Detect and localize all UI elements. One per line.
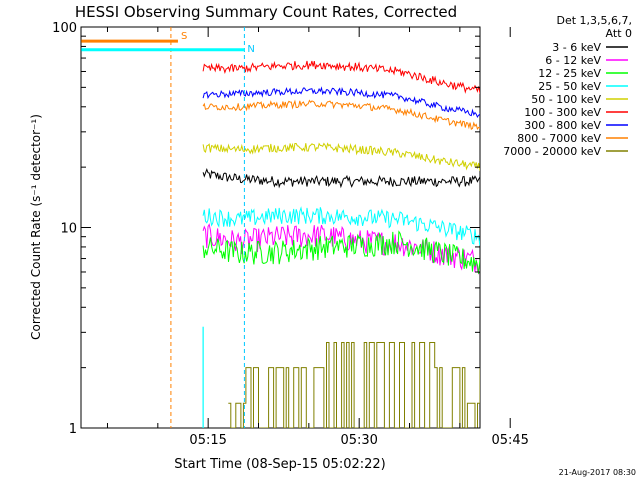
data-layer xyxy=(81,27,480,428)
legend-header-line1: Det 1,3,5,6,7, xyxy=(556,14,632,27)
series-6-12-kev xyxy=(202,223,480,275)
x-axis-label: Start Time (08-Sep-15 05:02:22) xyxy=(174,457,385,472)
footer-date: 21-Aug-2017 08:30 xyxy=(559,468,636,477)
legend-label-0: 3 - 6 keV xyxy=(552,41,601,54)
s-flag-label: S xyxy=(181,31,187,42)
legend-label-8: 7000 - 20000 keV xyxy=(503,145,601,158)
series-800-7000-kev xyxy=(202,99,480,131)
y-tick-label-1: 10 xyxy=(60,222,77,237)
series-25-50-kev xyxy=(202,206,480,246)
x-tick-label-0: 05:15 xyxy=(189,433,226,448)
x-tick-label-1: 05:30 xyxy=(340,433,377,448)
legend-label-3: 25 - 50 keV xyxy=(538,80,601,93)
x-tick-label-2: 05:45 xyxy=(491,433,528,448)
series-12-25-kev xyxy=(202,230,480,274)
series-3-6-kev xyxy=(202,167,480,189)
y-tick-label-0: 1 xyxy=(69,422,77,437)
legend-header-line2: Att 0 xyxy=(606,27,632,40)
legend-label-5: 100 - 300 keV xyxy=(524,106,601,119)
chart-title: HESSI Observing Summary Count Rates, Cor… xyxy=(75,3,457,21)
legend-label-4: 50 - 100 keV xyxy=(531,93,601,106)
series-50-100-kev xyxy=(202,142,480,172)
n-flag-label: N xyxy=(247,44,254,55)
legend-label-7: 800 - 7000 keV xyxy=(517,132,601,145)
y-axis-label: Corrected Count Rate (s⁻¹ detector⁻¹) xyxy=(29,114,43,340)
series-100-300-kev xyxy=(202,60,480,95)
legend-label-1: 6 - 12 keV xyxy=(545,54,601,67)
y-tick-label-2: 100 xyxy=(52,21,77,36)
series-300-800-kev xyxy=(202,86,480,119)
legend-label-2: 12 - 25 keV xyxy=(538,67,601,80)
legend-label-6: 300 - 800 keV xyxy=(524,119,601,132)
series-7000-20000-kev xyxy=(228,342,480,428)
